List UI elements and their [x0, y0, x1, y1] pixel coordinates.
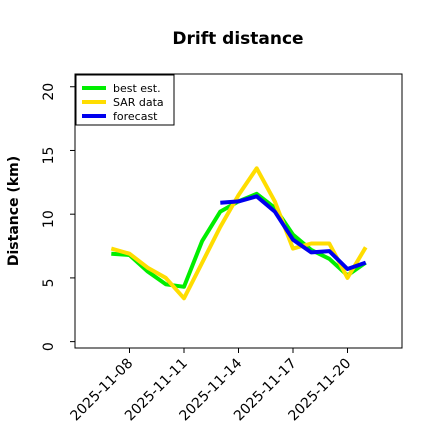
legend-label: best est. [113, 82, 161, 95]
series-line-best-est- [111, 191, 367, 289]
y-tick-label: 10 [41, 210, 57, 228]
series-line-sar-data [110, 166, 368, 301]
series-line-forecast [220, 194, 367, 271]
y-tick-label: 15 [41, 147, 57, 165]
series-layer [110, 166, 368, 301]
legend-label: SAR data [113, 96, 164, 109]
y-tick-label: 0 [41, 342, 57, 351]
y-axis-ticks: 0 5 10 15 20 [41, 83, 75, 351]
y-tick-label: 20 [41, 83, 57, 101]
y-axis-label: Distance (km) [6, 156, 22, 266]
x-axis-ticks: 2025-11-082025-11-112025-11-142025-11-17… [67, 348, 354, 424]
legend-label: forecast [113, 110, 158, 123]
y-tick-label: 5 [41, 278, 57, 287]
chart-title: Drift distance [172, 29, 303, 49]
